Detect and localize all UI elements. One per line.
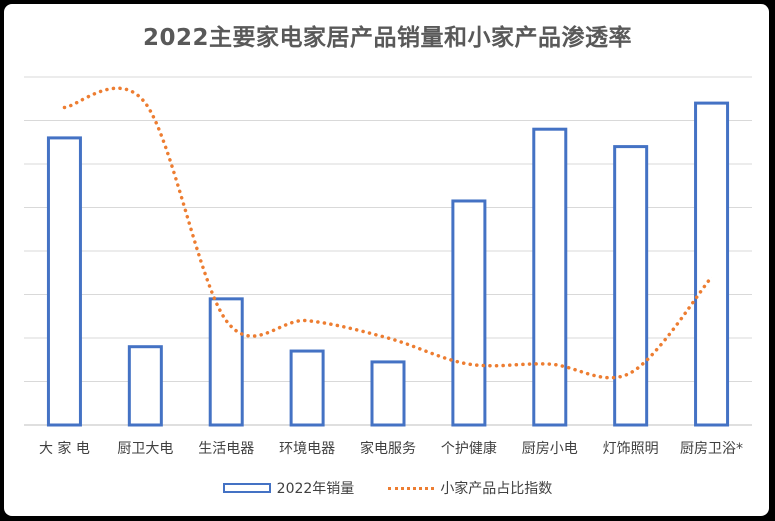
bar-5 (370, 360, 406, 427)
bar-6 (451, 199, 487, 427)
bar-2 (127, 345, 163, 427)
chart-title: 2022主要家电家居产品销量和小家产品渗透率 (142, 25, 632, 51)
chart-legend: 2022年销量 小家产品占比指数 (0, 478, 775, 498)
x-tick-label: 厨房小电 (522, 441, 578, 457)
bar-8 (613, 145, 649, 427)
x-tick-label: 家电服务 (360, 440, 416, 457)
line-series-path (62, 86, 714, 380)
x-tick-label: 环境电器 (279, 441, 335, 457)
x-tick-label: 厨卫大电 (117, 441, 173, 457)
legend-item-bar: 2022年销量 (222, 478, 355, 498)
bar-4 (289, 349, 325, 427)
bar-1 (46, 136, 82, 427)
bar-3 (208, 297, 244, 427)
legend-swatch-bar (222, 483, 271, 493)
x-tick-label: 灯饰照明 (603, 441, 659, 457)
legend-label-line: 小家产品占比指数 (440, 481, 553, 497)
bar-7 (532, 127, 568, 427)
x-tick-label: 厨房卫浴* (680, 441, 743, 457)
x-tick-label: 大 家 电 (39, 440, 90, 457)
legend-label-bar: 2022年销量 (276, 481, 355, 497)
x-tick-label: 个护健康 (441, 440, 497, 457)
legend-item-line: 小家产品占比指数 (388, 478, 552, 498)
bar-9 (694, 101, 730, 427)
legend-swatch-line (388, 486, 435, 490)
x-tick-label: 生活电器 (198, 441, 254, 457)
